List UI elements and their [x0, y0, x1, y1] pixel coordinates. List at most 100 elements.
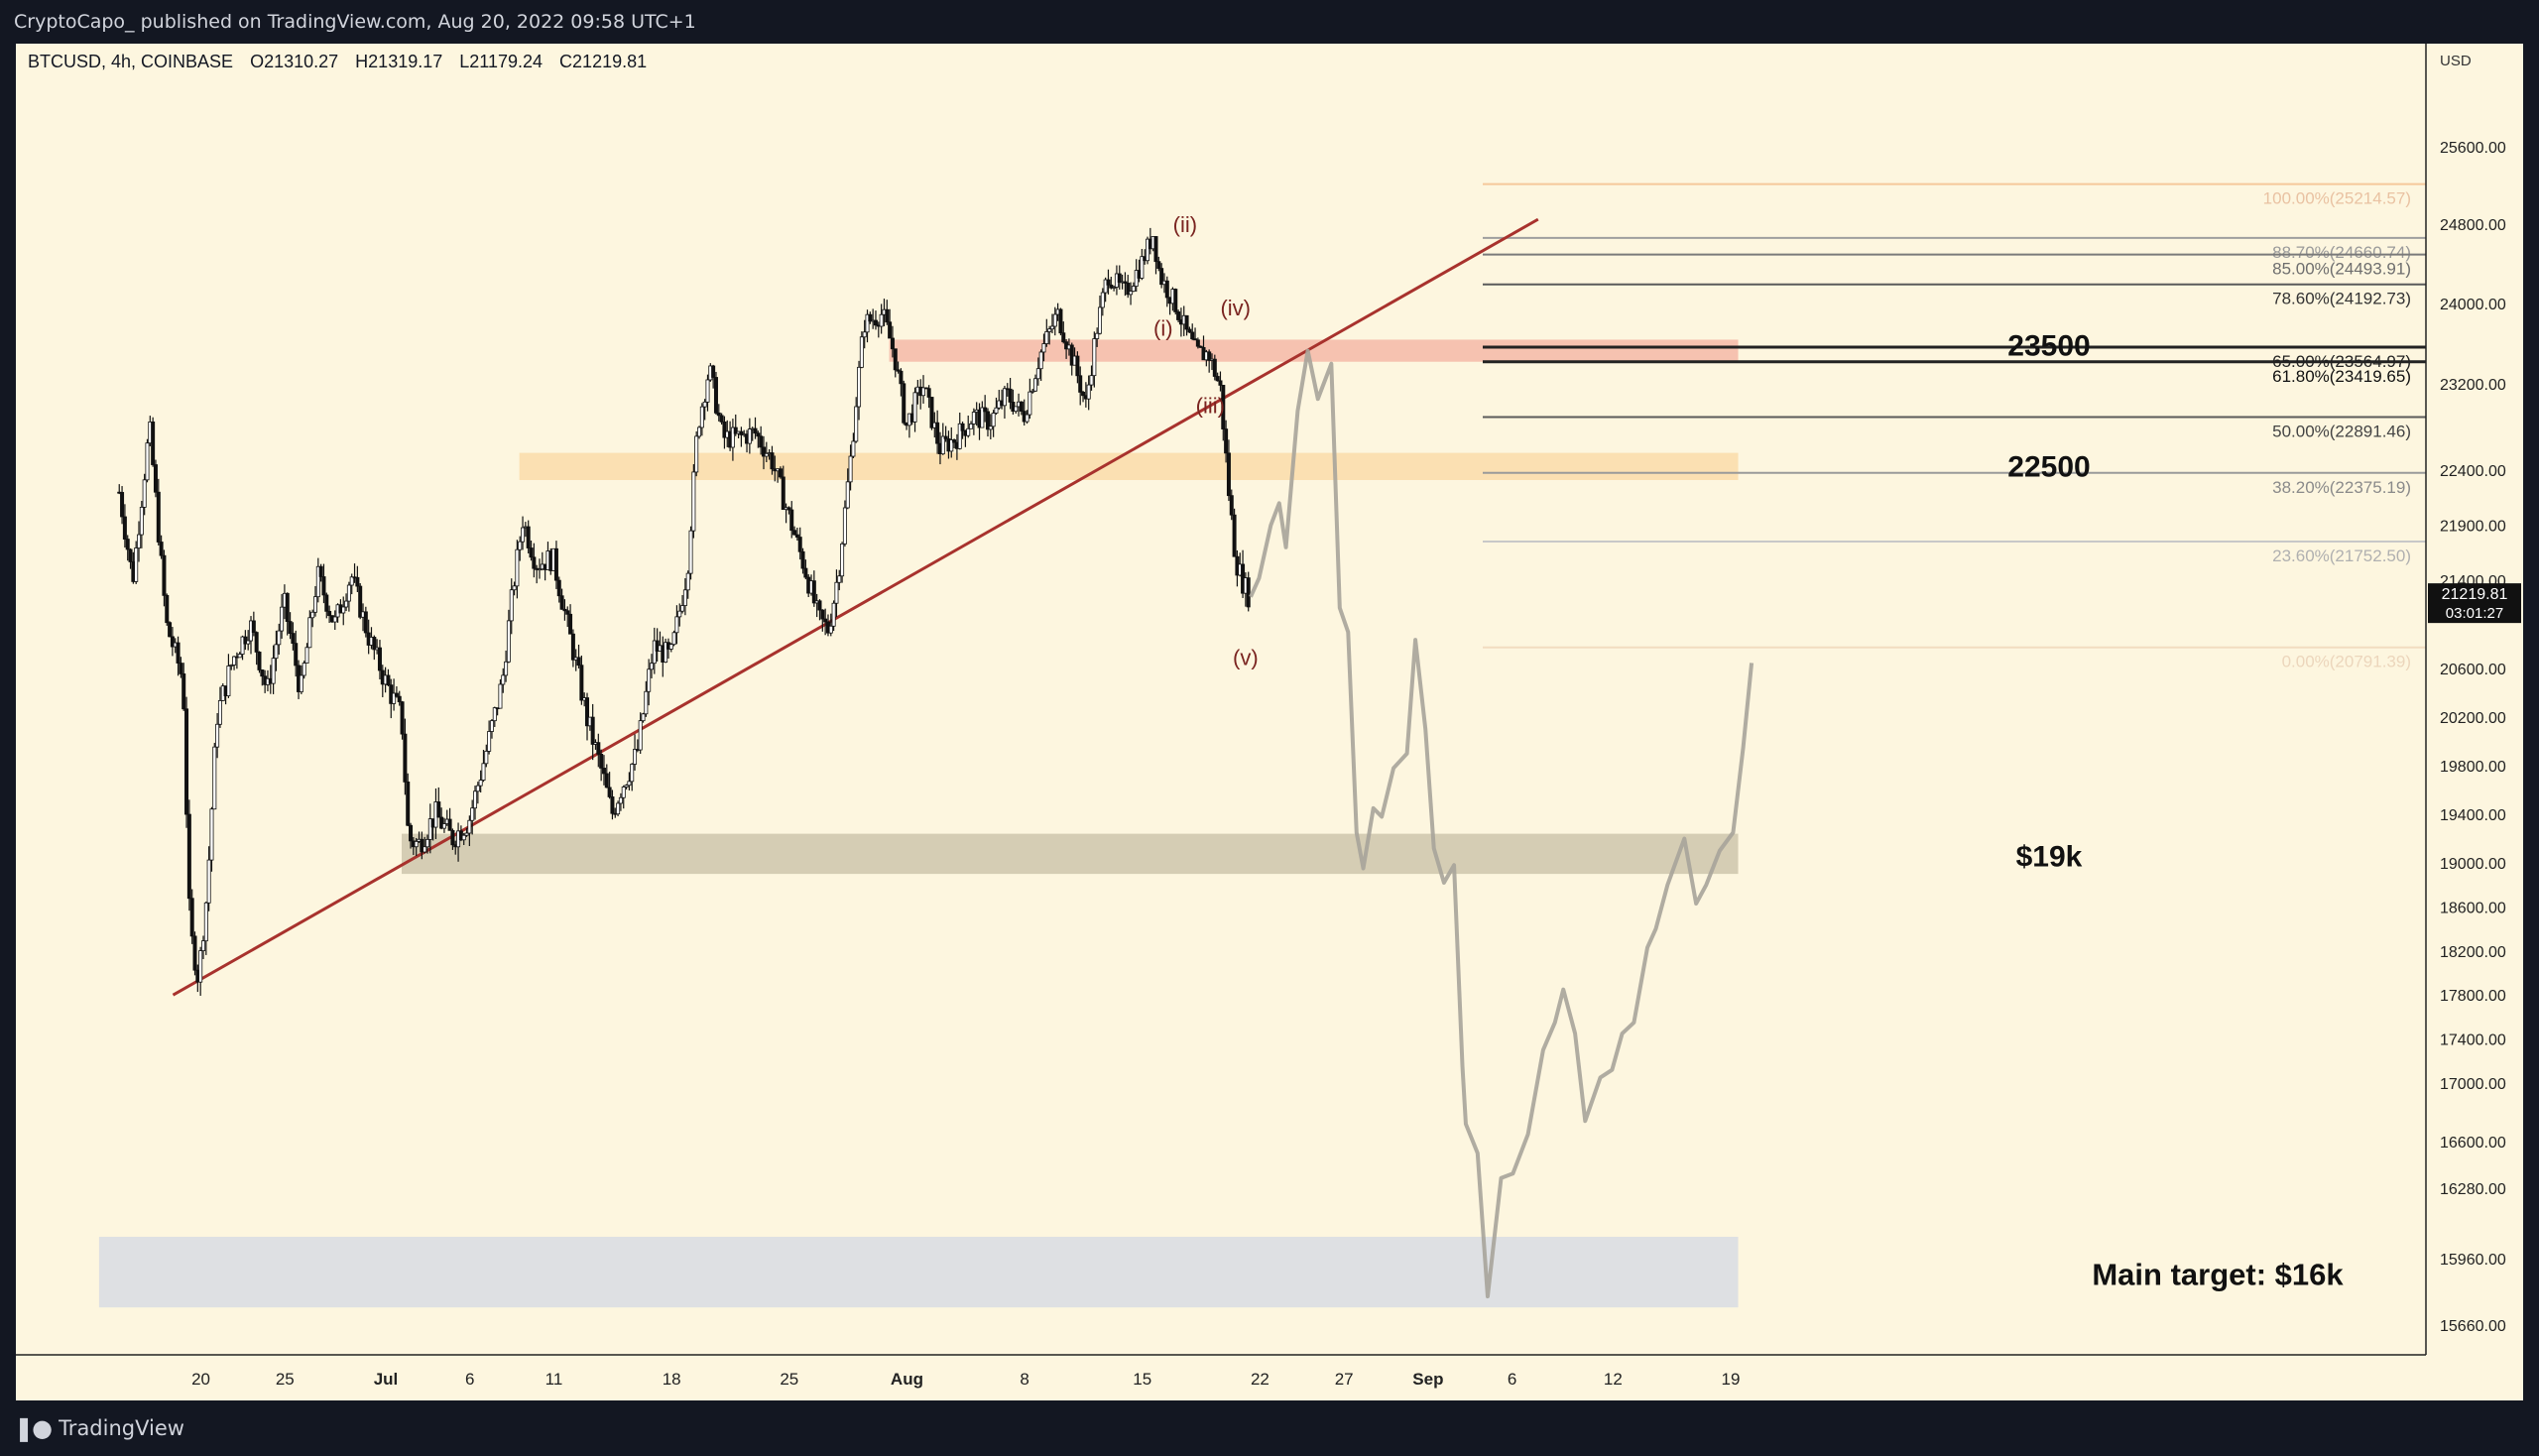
- candle-body-297: [949, 439, 954, 452]
- last-price-tag[interactable]: [2428, 583, 2521, 624]
- candle-body-256: [834, 581, 839, 604]
- date-tick-3: 6: [465, 1370, 474, 1389]
- wave-label-2: (iv): [1220, 296, 1251, 320]
- candle-body-118: [447, 818, 452, 831]
- candle-body-227: [753, 427, 758, 434]
- candle-body-214: [716, 412, 721, 417]
- candle-body-44: [240, 636, 245, 655]
- candle-body-361: [1129, 291, 1134, 296]
- candle-body-66: [302, 663, 306, 676]
- candle-body-385: [1195, 339, 1200, 347]
- candle-body-265: [859, 336, 864, 368]
- candle-body-15: [159, 542, 164, 556]
- candle-body-181: [624, 785, 629, 788]
- price-tick-5: 21900.00: [2440, 519, 2506, 536]
- candle-body-36: [217, 700, 222, 725]
- candle-body-23: [181, 673, 186, 710]
- candle-body-142: [515, 548, 520, 587]
- candle-body-49: [254, 632, 259, 653]
- candle-body-35: [215, 723, 220, 748]
- date-tick-8: 8: [1020, 1370, 1028, 1389]
- date-tick-1: 25: [276, 1370, 295, 1389]
- candle-body-336: [1058, 308, 1063, 334]
- fib-label-2: 85.00%(24493.91): [2272, 260, 2411, 279]
- candle-body-329: [1038, 351, 1043, 370]
- candle-body-215: [719, 415, 724, 423]
- candle-body-6: [134, 547, 139, 582]
- candle-body-104: [409, 824, 414, 842]
- candle-body-294: [940, 435, 945, 455]
- candle-body-4: [128, 548, 133, 562]
- candle-body-7: [137, 534, 142, 548]
- candle-body-172: [599, 753, 604, 769]
- candle-body-362: [1131, 286, 1136, 292]
- candle-body-180: [621, 787, 626, 798]
- candle-body-332: [1047, 328, 1052, 332]
- symbol-legend: BTCUSD, 4h, COINBASE O21310.27 H21319.17…: [28, 52, 659, 72]
- symbol-label[interactable]: BTCUSD, 4h, COINBASE: [28, 52, 234, 71]
- candle-body-275: [888, 321, 893, 339]
- zone-1: [519, 452, 1739, 480]
- candle-body-56: [274, 644, 279, 660]
- candle-body-257: [837, 575, 842, 583]
- candle-body-365: [1140, 256, 1145, 279]
- candle-body-245: [803, 567, 808, 578]
- candle-body-254: [828, 625, 833, 634]
- candle-body-191: [652, 640, 657, 665]
- chart-frame[interactable]: 100.00%(25214.57) 88.70%(24660.74) 85.00%(…: [16, 44, 2523, 1400]
- low-value: L21179.24: [459, 52, 544, 71]
- candle-body-371: [1156, 261, 1161, 270]
- candle-body-248: [811, 580, 816, 604]
- candle-body-381: [1184, 314, 1189, 330]
- candle-body-320: [1014, 406, 1019, 413]
- price-tick-20: 15660.00: [2440, 1318, 2506, 1335]
- price-tick-15: 17400.00: [2440, 1032, 2506, 1049]
- candle-body-77: [332, 616, 337, 623]
- candle-body-316: [1002, 388, 1007, 407]
- candle-body-239: [786, 507, 791, 511]
- candle-body-389: [1207, 351, 1212, 361]
- candle-body-279: [899, 370, 904, 385]
- candle-body-312: [991, 413, 996, 427]
- zone-0: [889, 339, 1739, 362]
- candle-body-187: [641, 713, 646, 722]
- candle-body-349: [1095, 332, 1100, 339]
- candle-body-60: [285, 592, 290, 622]
- candle-body-270: [873, 319, 878, 326]
- candle-body-220: [733, 426, 738, 434]
- tradingview-logo[interactable]: ❚● TradingView: [14, 1414, 184, 1442]
- candle-body-372: [1159, 268, 1164, 286]
- candle-body-292: [935, 422, 940, 444]
- fib-label-0: 100.00%(25214.57): [2263, 189, 2411, 208]
- candle-body-263: [854, 406, 859, 442]
- price-tick-4: 22400.00: [2440, 463, 2506, 480]
- candle-body-99: [394, 692, 399, 697]
- candle-body-55: [271, 658, 276, 684]
- candle-body-324: [1025, 414, 1029, 423]
- candle-body-259: [842, 507, 847, 545]
- candle-body-100: [397, 695, 402, 703]
- candle-body-198: [671, 632, 676, 646]
- candle-body-204: [688, 530, 693, 574]
- candle-body-17: [165, 594, 170, 624]
- candle-body-1: [120, 492, 125, 518]
- candle-body-219: [730, 426, 735, 448]
- candle-body-22: [179, 663, 183, 674]
- candle-body-210: [705, 379, 710, 403]
- candle-body-144: [521, 527, 526, 543]
- candle-body-394: [1221, 385, 1226, 429]
- candle-body-43: [237, 654, 242, 659]
- candle-body-72: [318, 565, 323, 577]
- candle-body-102: [403, 733, 408, 783]
- candle-body-327: [1033, 378, 1038, 392]
- fib-label-6: 50.00%(22891.46): [2272, 423, 2411, 441]
- candle-body-347: [1089, 375, 1094, 386]
- candle-body-328: [1035, 368, 1040, 380]
- candle-body-88: [363, 611, 368, 634]
- date-tick-11: 27: [1335, 1370, 1354, 1389]
- candle-body-133: [489, 720, 494, 732]
- candle-body-374: [1164, 280, 1169, 299]
- candle-body-13: [153, 464, 158, 493]
- candle-body-313: [994, 407, 999, 414]
- price-chart[interactable]: 100.00%(25214.57) 88.70%(24660.74)85.00%(…: [16, 44, 2523, 1400]
